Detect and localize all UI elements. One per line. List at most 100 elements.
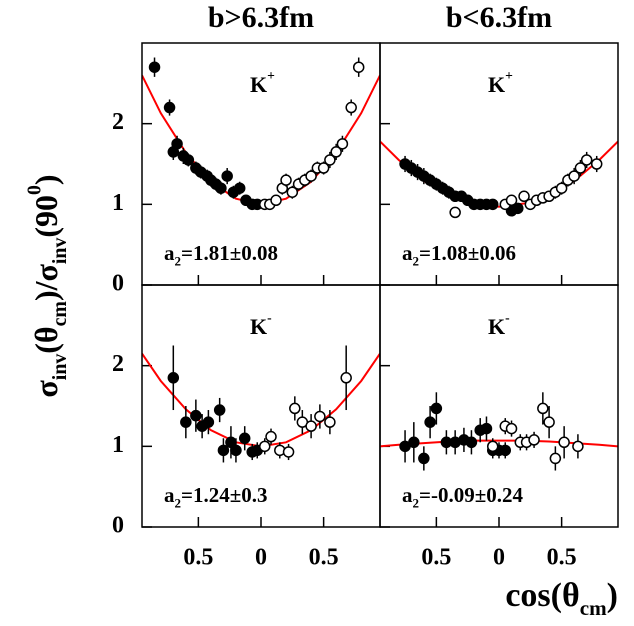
fit-annotation: a2=1.24±0.3: [164, 483, 268, 511]
data-point: [430, 402, 443, 415]
data-point: [590, 158, 603, 170]
data-point: [148, 61, 161, 73]
data-point: [213, 404, 226, 416]
text-part: =-0.09±0.24: [419, 483, 523, 507]
fit-annotation: a2=1.08±0.06: [402, 241, 516, 269]
text-part: 0: [23, 185, 45, 195]
data-point: [486, 198, 499, 211]
text-part: ): [28, 174, 64, 185]
data-point: [549, 452, 562, 465]
data-point: [289, 402, 301, 415]
y-tick-label: 1: [112, 190, 124, 216]
text-part: inv: [49, 354, 71, 381]
data-point: [340, 372, 352, 384]
y-tick-label: 1: [112, 432, 124, 458]
data-point: [202, 416, 215, 428]
data-point: [259, 440, 271, 453]
y-tick-label: 2: [112, 109, 124, 135]
text-part: +: [267, 68, 275, 83]
text-part: ): [607, 577, 618, 614]
y-tick-label: 0: [112, 271, 124, 297]
data-point: [330, 146, 342, 158]
data-point: [352, 61, 365, 73]
text-part: -: [267, 310, 272, 325]
data-point: [305, 420, 317, 432]
data-point: [230, 444, 242, 457]
data-point: [280, 174, 292, 186]
data-point: [558, 436, 570, 449]
text-part: inv: [49, 238, 71, 265]
text-part: +: [505, 68, 513, 83]
y-axis-title: σinv(θcm)/σinv(900): [23, 174, 71, 397]
data-point: [418, 452, 430, 465]
column-title: b>6.3fm: [208, 1, 314, 34]
data-point: [286, 186, 299, 198]
text-part: K: [488, 314, 505, 339]
panel-label: K-: [250, 310, 272, 339]
y-tick-label: 2: [112, 351, 124, 377]
data-point: [217, 444, 230, 457]
data-point: [543, 416, 555, 428]
data-point: [574, 162, 587, 174]
data-point: [465, 436, 478, 449]
data-point: [167, 372, 180, 384]
data-point: [324, 416, 336, 428]
data-point: [518, 190, 530, 203]
text-part: K: [250, 72, 267, 97]
text-part: 2: [175, 253, 182, 268]
text-part: cos(θ: [505, 577, 579, 614]
text-part: cm: [49, 301, 71, 327]
text-part: (90: [28, 195, 64, 238]
text-part: K: [488, 72, 505, 97]
x-tick-label: 0.5: [547, 545, 577, 571]
text-part: =1.08±0.06: [419, 241, 516, 265]
column-title: b<6.3fm: [446, 1, 552, 34]
data-point: [555, 182, 568, 194]
data-point: [314, 410, 326, 423]
data-point: [180, 416, 192, 428]
data-point: [528, 434, 540, 446]
x-tick-label: 0.5: [421, 545, 451, 571]
text-part: )/σ: [28, 264, 64, 302]
text-part: =1.81±0.08: [181, 241, 278, 265]
text-part: 2: [175, 495, 182, 510]
data-point: [480, 422, 493, 435]
data-point: [171, 138, 183, 150]
data-point: [182, 154, 195, 166]
text-part: a: [402, 483, 413, 507]
data-point: [163, 101, 176, 114]
text-part: σ: [28, 380, 64, 398]
data-point: [572, 440, 584, 453]
data-point: [305, 170, 317, 182]
data-point: [512, 202, 524, 215]
panel-label: K+: [250, 68, 275, 97]
data-point: [537, 402, 549, 415]
x-tick-label: 0: [255, 545, 267, 571]
data-point: [345, 101, 357, 114]
data-point: [505, 194, 518, 207]
text-part: K: [250, 314, 267, 339]
data-point: [265, 430, 277, 443]
x-axis-title: cos(θcm): [505, 577, 618, 620]
data-point: [238, 432, 251, 445]
fit-curve: [142, 353, 380, 448]
data-point: [336, 138, 349, 150]
x-tick-label: 0.5: [183, 545, 213, 571]
panel-frame: [379, 284, 619, 528]
text-part: =1.24±0.3: [181, 483, 268, 507]
y-tick-label: 0: [112, 513, 124, 539]
text-part: -: [505, 310, 510, 325]
data-point: [270, 194, 282, 207]
panel-label: K+: [488, 68, 513, 97]
data-point: [499, 444, 512, 457]
text-part: a: [164, 483, 175, 507]
data-point: [424, 416, 436, 428]
data-point: [233, 182, 246, 194]
text-part: (θ: [28, 326, 64, 353]
data-point: [568, 170, 580, 182]
x-tick-label: 0: [493, 545, 505, 571]
data-point: [282, 446, 295, 458]
text-part: cm: [580, 596, 607, 620]
x-tick-label: 0.5: [309, 545, 339, 571]
